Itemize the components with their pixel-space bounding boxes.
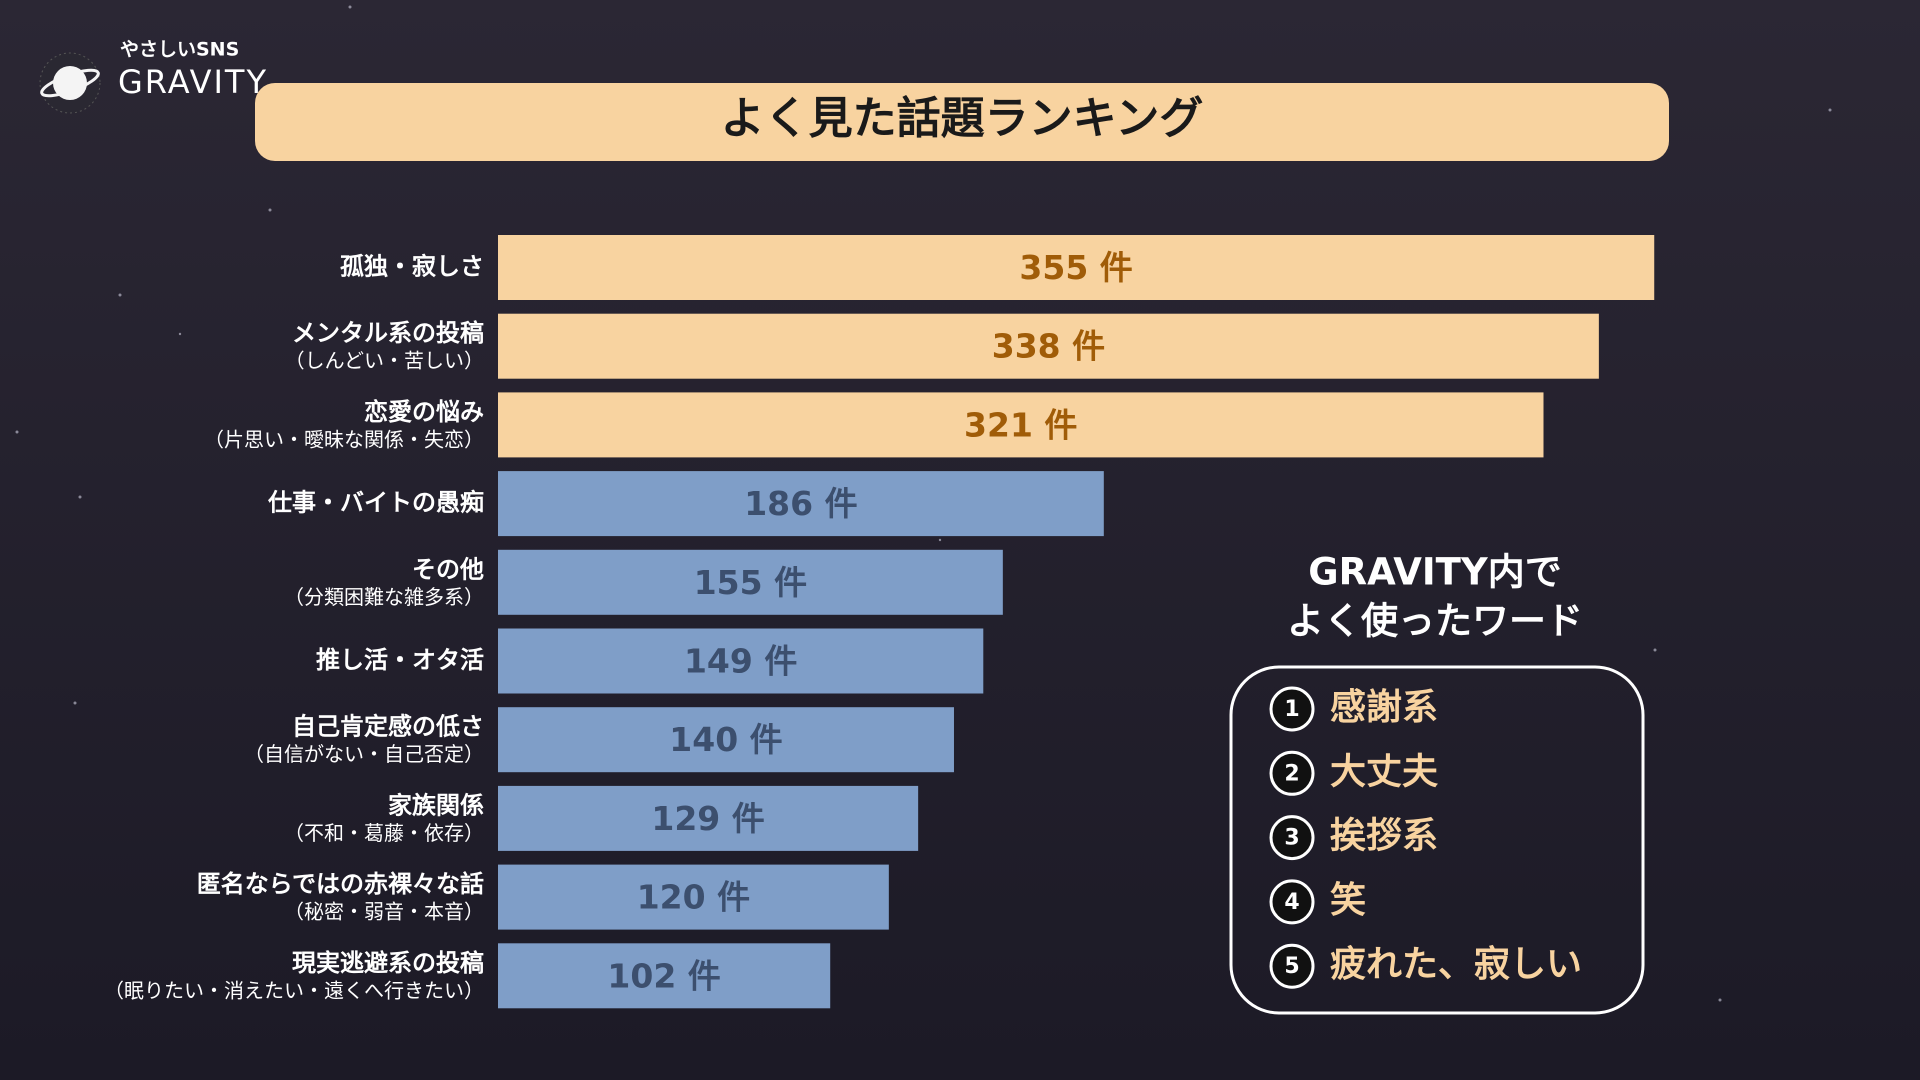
value-label: 186 件 — [744, 484, 857, 523]
word: 感謝系 — [1330, 687, 1438, 728]
chart-title: よく見た話題ランキング — [721, 93, 1204, 144]
value-label: 355 件 — [1019, 248, 1132, 287]
category-label: 孤独・寂しさ — [340, 253, 484, 281]
bar — [498, 628, 984, 694]
logo-name: GRAVITY — [118, 63, 268, 101]
rank-badge — [1269, 943, 1315, 989]
rank-badge — [1269, 879, 1315, 925]
bar — [498, 864, 889, 930]
value-label: 120 件 — [637, 878, 750, 917]
word-panel-title: よく使ったワード — [1287, 600, 1583, 643]
logo-tagline: やさしいSNS — [120, 39, 239, 61]
category-label: その他 — [412, 555, 484, 583]
category-label: 推し活・オタ活 — [316, 646, 484, 674]
logo-orbit — [40, 68, 100, 98]
rank-badge — [1269, 815, 1315, 861]
chart: 355 件 孤独・寂しさ 338 件 メンタル系の投稿（しんどい・苦しい） 321 件 恋… — [104, 235, 1655, 1009]
category-sublabel: （不和・葛藤・依存） — [284, 821, 484, 845]
word-panel-title: GRAVITY内で — [1308, 551, 1561, 594]
logo-planet — [53, 66, 87, 100]
category-sublabel: （眠りたい・消えたい・遠くへ行きたい） — [104, 978, 484, 1002]
bar — [498, 785, 919, 851]
logo: やさしいSNS GRAVITY — [39, 39, 268, 114]
category-sublabel: （秘密・弱音・本音） — [284, 900, 484, 924]
category-label: 仕事・バイトの愚痴 — [267, 489, 484, 517]
rank-number: 2 — [1284, 761, 1299, 786]
rank-number: 5 — [1284, 954, 1299, 979]
word-panel-box — [1229, 665, 1645, 1015]
value-label: 102 件 — [607, 956, 720, 995]
category-sublabel: （自信がない・自己否定） — [244, 742, 484, 766]
category-label: 自己肯定感の低さ — [292, 713, 484, 741]
value-label: 338 件 — [992, 327, 1105, 366]
category-label: 現実逃避系の投稿 — [292, 949, 484, 977]
title-banner — [255, 83, 1669, 161]
value-label: 321 件 — [964, 405, 1077, 444]
stars — [15, 5, 1832, 1002]
word: 挨拶系 — [1330, 816, 1438, 857]
bar — [498, 943, 831, 1009]
category-sublabel: （片思い・曖昧な関係・失恋） — [204, 427, 484, 451]
word: 大丈夫 — [1330, 751, 1439, 792]
word: 笑 — [1330, 880, 1366, 921]
value-label: 129 件 — [651, 799, 764, 838]
category-label: 恋愛の悩み — [364, 398, 484, 426]
bar — [498, 313, 1599, 379]
category-label: 匿名ならではの赤裸々な話 — [197, 870, 484, 898]
rank-badge — [1269, 686, 1315, 732]
value-label: 140 件 — [669, 720, 782, 759]
rank-number: 4 — [1284, 890, 1299, 915]
word: 疲れた、寂しい — [1330, 944, 1582, 985]
value-label: 149 件 — [684, 642, 797, 681]
bar — [498, 471, 1104, 537]
rank-badge — [1269, 750, 1315, 796]
category-label: メンタル系の投稿 — [292, 319, 484, 347]
rank-number: 3 — [1284, 826, 1299, 851]
value-label: 155 件 — [694, 563, 807, 602]
category-sublabel: （分類困難な雑多系） — [284, 585, 484, 609]
category-sublabel: （しんどい・苦しい） — [285, 349, 484, 373]
bar — [498, 392, 1544, 458]
category-label: 家族関係 — [388, 791, 484, 819]
rank-number: 1 — [1284, 697, 1299, 722]
bar — [498, 235, 1655, 300]
bar — [498, 707, 954, 773]
bar — [498, 549, 1003, 615]
